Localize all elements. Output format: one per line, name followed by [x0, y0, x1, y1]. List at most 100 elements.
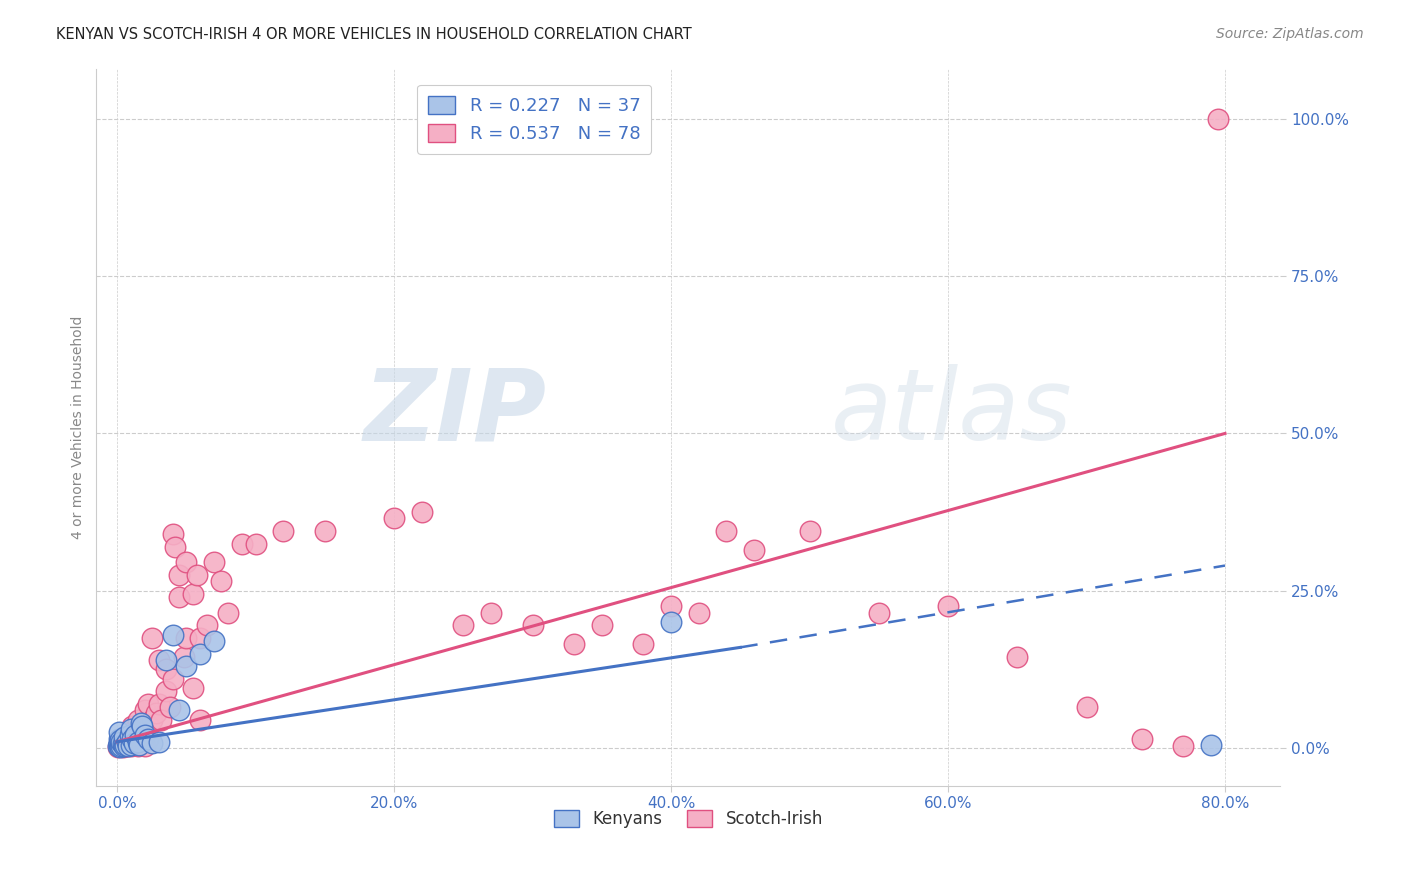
Point [141, 736, 163, 750]
Point [1206, 112, 1229, 126]
Point [112, 739, 135, 753]
Point [188, 647, 211, 661]
Point [134, 728, 156, 742]
Point [128, 728, 150, 742]
Y-axis label: 4 or more Vehicles in Household: 4 or more Vehicles in Household [72, 316, 86, 539]
Point [633, 637, 655, 651]
Point [121, 719, 143, 733]
Point [124, 728, 146, 742]
Point [799, 524, 821, 538]
Point [176, 556, 198, 570]
Point [108, 725, 131, 739]
Point [1130, 731, 1153, 746]
Point [453, 618, 475, 632]
Point [148, 697, 170, 711]
Point [1076, 700, 1098, 714]
Point [121, 731, 143, 746]
Point [120, 722, 142, 736]
Point [114, 738, 136, 752]
Text: KENYAN VS SCOTCH-IRISH 4 OR MORE VEHICLES IN HOUSEHOLD CORRELATION CHART: KENYAN VS SCOTCH-IRISH 4 OR MORE VEHICLE… [56, 27, 692, 42]
Point [138, 719, 160, 733]
Point [118, 728, 141, 742]
Point [202, 634, 225, 648]
Point [1007, 649, 1029, 664]
Point [195, 618, 218, 632]
Point [107, 731, 129, 746]
Point [188, 713, 211, 727]
Point [136, 697, 159, 711]
Point [107, 739, 129, 753]
Point [108, 733, 131, 747]
Point [382, 511, 405, 525]
Point [141, 713, 163, 727]
Point [209, 574, 232, 589]
Point [936, 599, 959, 614]
Point [122, 736, 145, 750]
Point [155, 662, 177, 676]
Point [181, 587, 204, 601]
Point [127, 713, 149, 727]
Point [1199, 738, 1222, 752]
Point [107, 739, 129, 753]
Text: atlas: atlas [831, 364, 1073, 461]
Point [108, 736, 131, 750]
Point [107, 740, 129, 755]
Point [169, 590, 191, 604]
Point [173, 649, 195, 664]
Point [117, 739, 139, 753]
Point [120, 739, 142, 753]
Point [115, 735, 138, 749]
Point [202, 556, 225, 570]
Point [129, 715, 152, 730]
Point [716, 524, 738, 538]
Point [155, 684, 177, 698]
Point [134, 739, 156, 753]
Point [562, 637, 585, 651]
Text: Source: ZipAtlas.com: Source: ZipAtlas.com [1216, 27, 1364, 41]
Point [169, 703, 191, 717]
Point [117, 733, 139, 747]
Point [217, 606, 239, 620]
Point [112, 736, 135, 750]
Point [108, 739, 131, 754]
Point [108, 736, 131, 750]
Point [245, 536, 267, 550]
Point [120, 731, 142, 746]
Point [1173, 739, 1195, 753]
Point [155, 653, 177, 667]
Point [659, 615, 682, 630]
Point [127, 735, 149, 749]
Point [176, 631, 198, 645]
Text: ZIP: ZIP [363, 364, 547, 461]
Point [271, 524, 294, 538]
Point [181, 681, 204, 696]
Point [162, 672, 184, 686]
Point [134, 703, 156, 717]
Point [162, 527, 184, 541]
Point [162, 628, 184, 642]
Point [107, 738, 129, 752]
Point [135, 725, 157, 739]
Point [110, 739, 132, 753]
Point [120, 738, 142, 752]
Point [129, 736, 152, 750]
Point [125, 731, 148, 746]
Point [136, 731, 159, 746]
Point [114, 731, 136, 746]
Point [522, 618, 544, 632]
Point [148, 653, 170, 667]
Point [111, 737, 134, 751]
Point [688, 606, 710, 620]
Point [124, 722, 146, 736]
Point [591, 618, 613, 632]
Point [122, 736, 145, 750]
Point [127, 739, 149, 753]
Point [314, 524, 336, 538]
Point [150, 713, 173, 727]
Point [411, 505, 433, 519]
Point [868, 606, 890, 620]
Point [231, 536, 253, 550]
Point [159, 700, 181, 714]
Point [145, 706, 167, 721]
Point [112, 730, 135, 744]
